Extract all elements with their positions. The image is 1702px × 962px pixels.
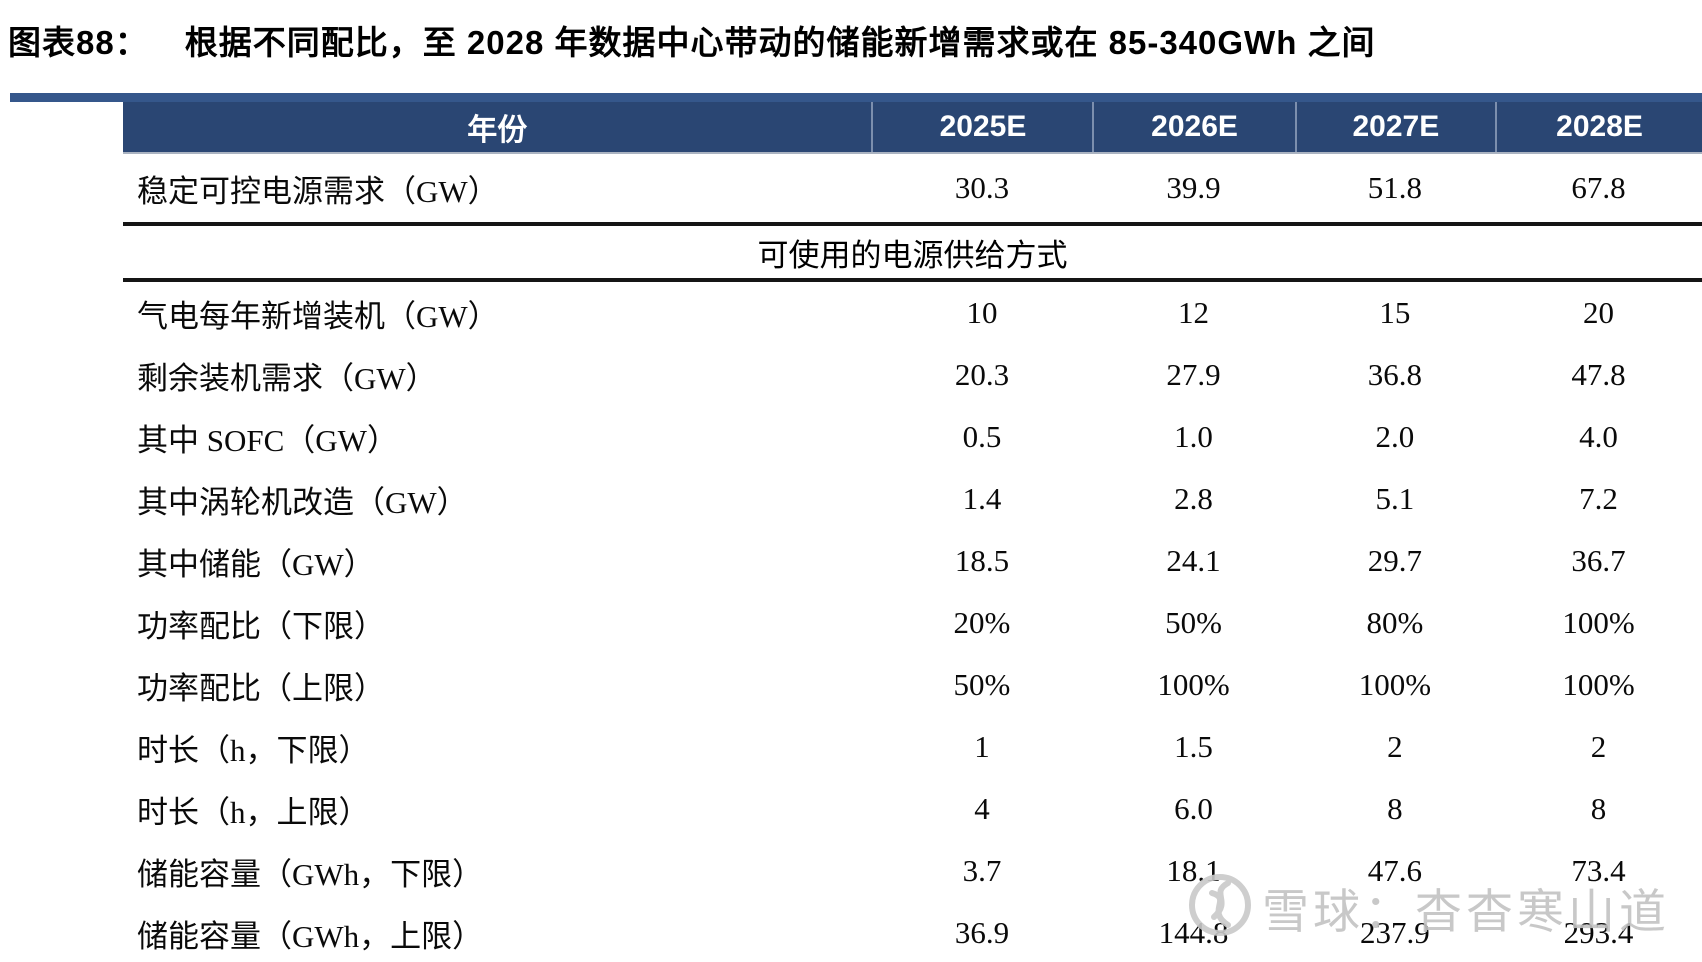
cell-value: 100% (1562, 605, 1635, 640)
row-label: 其中储能（GW） (137, 546, 375, 582)
table-row: 气电每年新增装机（GW） 10 12 15 20 (123, 282, 1702, 344)
figure-number: 图表88： (8, 24, 149, 61)
cell-value: 1.0 (1174, 419, 1213, 454)
cell-value: 12 (1178, 295, 1210, 330)
cell-value: 1.5 (1174, 729, 1213, 764)
cell-value: 36.7 (1571, 543, 1626, 578)
cell-value: 6.0 (1174, 791, 1213, 826)
table-row: 储能容量（GWh，下限） 3.7 18.1 47.6 73.4 (123, 840, 1702, 902)
table-body: 稳定可控电源需求（GW） 30.3 39.9 51.8 67.8 可使用的电源供… (123, 154, 1702, 962)
cell-value: 18.1 (1166, 853, 1221, 888)
cell-value: 3.7 (962, 853, 1002, 888)
table-row: 其中 SOFC（GW） 0.5 1.0 2.0 4.0 (123, 406, 1702, 468)
cell-value: 4.0 (1579, 419, 1618, 454)
row-label: 其中 SOFC（GW） (137, 422, 398, 458)
section-header-label: 可使用的电源供给方式 (757, 237, 1068, 273)
cell-value: 7.2 (1579, 481, 1618, 516)
cell-value: 80% (1366, 605, 1424, 640)
cell-value: 2 (1590, 729, 1607, 764)
cell-value: 100% (1562, 667, 1635, 702)
figure-title: 图表88： 根据不同配比，至 2028 年数据中心带动的储能新增需求或在 85-… (8, 16, 1376, 64)
table-top-rule (10, 93, 1702, 102)
section-header-row: 可使用的电源供给方式 (123, 222, 1702, 282)
column-header-2028e: 2028E (1495, 102, 1702, 152)
row-label: 时长（h，下限） (137, 732, 370, 768)
cell-value: 237.9 (1359, 915, 1430, 950)
cell-value: 100% (1358, 667, 1432, 702)
cell-value: 18.5 (954, 543, 1010, 578)
cell-value: 2.0 (1375, 419, 1415, 454)
cell-value: 10 (966, 295, 998, 330)
cell-value: 293.4 (1563, 915, 1634, 950)
row-label: 剩余装机需求（GW） (137, 360, 437, 396)
cell-value: 20.3 (954, 357, 1010, 392)
cell-value: 0.5 (962, 419, 1002, 454)
cell-value: 5.1 (1375, 481, 1415, 516)
row-label: 稳定可控电源需求（GW） (137, 173, 499, 209)
cell-value: 50% (1165, 605, 1222, 640)
table-row: 功率配比（下限） 20% 50% 80% 100% (123, 592, 1702, 654)
cell-value: 47.8 (1571, 357, 1626, 392)
column-header-2025e: 2025E (871, 102, 1092, 152)
column-header-2027e: 2027E (1294, 102, 1496, 152)
cell-value: 8 (1590, 791, 1607, 826)
table-row: 其中储能（GW） 18.5 24.1 29.7 36.7 (123, 530, 1702, 592)
column-header-2026e: 2026E (1092, 102, 1294, 152)
table-row: 储能容量（GWh，上限） 36.9 144.8 237.9 293.4 (123, 902, 1702, 962)
row-label: 储能容量（GWh，下限） (137, 856, 484, 892)
table-row: 剩余装机需求（GW） 20.3 27.9 36.8 47.8 (123, 344, 1702, 406)
table-row: 时长（h，上限） 4 6.0 8 8 (123, 778, 1702, 840)
cell-value: 20% (953, 605, 1011, 640)
table-row: 稳定可控电源需求（GW） 30.3 39.9 51.8 67.8 (123, 154, 1702, 222)
cell-value: 4 (974, 791, 990, 826)
cell-value: 2 (1387, 729, 1403, 764)
table-row: 其中涡轮机改造（GW） 1.4 2.8 5.1 7.2 (123, 468, 1702, 530)
table-row: 时长（h，下限） 1 1.5 2 2 (123, 716, 1702, 778)
cell-value: 15 (1379, 295, 1411, 330)
cell-value: 50% (953, 667, 1011, 702)
cell-value: 24.1 (1166, 543, 1221, 578)
cell-value: 36.8 (1367, 357, 1422, 392)
cell-value: 20 (1583, 295, 1615, 330)
cell-value: 36.9 (954, 915, 1010, 950)
cell-value: 47.6 (1367, 853, 1422, 888)
cell-value: 29.7 (1367, 543, 1422, 578)
cell-value: 100% (1157, 667, 1230, 702)
row-label: 其中涡轮机改造（GW） (137, 484, 468, 520)
cell-value: 27.9 (1166, 357, 1221, 392)
cell-value: 144.8 (1158, 915, 1229, 950)
cell-value: 39.9 (1166, 170, 1221, 205)
cell-value: 1.4 (962, 481, 1002, 516)
column-header-year: 年份 (467, 114, 528, 147)
cell-value: 73.4 (1571, 853, 1626, 888)
cell-value: 2.8 (1174, 481, 1213, 516)
cell-value: 30.3 (954, 170, 1010, 205)
row-label: 时长（h，上限） (137, 794, 370, 830)
cell-value: 51.8 (1367, 170, 1422, 205)
cell-value: 1 (974, 729, 990, 764)
cell-value: 67.8 (1571, 170, 1626, 205)
table-row: 功率配比（上限） 50% 100% 100% 100% (123, 654, 1702, 716)
row-label: 功率配比（下限） (137, 608, 385, 644)
row-label: 储能容量（GWh，上限） (137, 918, 484, 954)
row-label: 气电每年新增装机（GW） (137, 298, 499, 334)
table-header-row: 年份 2025E 2026E 2027E 2028E (123, 102, 1702, 154)
data-table: 年份 2025E 2026E 2027E 2028E 稳定可控电源需求（GW） … (123, 102, 1702, 962)
cell-value: 8 (1387, 791, 1403, 826)
figure-caption: 根据不同配比，至 2028 年数据中心带动的储能新增需求或在 85-340GWh… (184, 24, 1376, 61)
row-label: 功率配比（上限） (137, 670, 385, 706)
